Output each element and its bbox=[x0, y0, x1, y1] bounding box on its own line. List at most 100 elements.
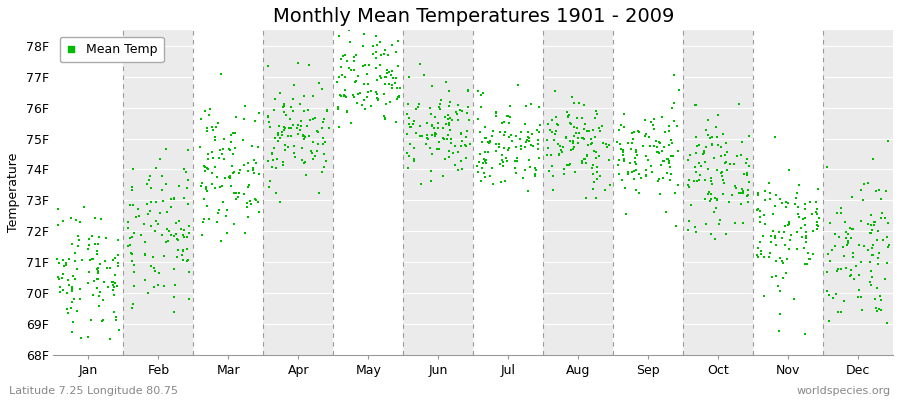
Mean Temp bbox=[471, 88, 485, 94]
Mean Temp bbox=[91, 276, 105, 282]
Mean Temp bbox=[369, 32, 383, 39]
Mean Temp bbox=[286, 108, 301, 114]
Mean Temp bbox=[285, 122, 300, 128]
Mean Temp bbox=[632, 190, 646, 196]
Mean Temp bbox=[766, 228, 780, 234]
Mean Temp bbox=[638, 132, 652, 139]
Mean Temp bbox=[95, 316, 110, 323]
Mean Temp bbox=[638, 167, 652, 173]
Mean Temp bbox=[652, 150, 666, 157]
Mean Temp bbox=[483, 138, 498, 145]
Mean Temp bbox=[369, 89, 383, 96]
Mean Temp bbox=[239, 203, 254, 210]
Mean Temp bbox=[580, 128, 594, 134]
Mean Temp bbox=[176, 166, 191, 172]
Mean Temp bbox=[734, 190, 749, 196]
Mean Temp bbox=[126, 202, 140, 208]
Mean Temp bbox=[620, 171, 634, 177]
Mean Temp bbox=[414, 181, 428, 187]
Mean Temp bbox=[715, 173, 729, 179]
Mean Temp bbox=[521, 188, 535, 194]
Mean Temp bbox=[428, 133, 443, 140]
Mean Temp bbox=[315, 169, 329, 175]
Mean Temp bbox=[740, 172, 754, 179]
Mean Temp bbox=[384, 72, 399, 78]
Mean Temp bbox=[792, 182, 806, 188]
Mean Temp bbox=[407, 145, 421, 152]
Mean Temp bbox=[214, 71, 229, 78]
Mean Temp bbox=[376, 113, 391, 120]
Mean Temp bbox=[374, 75, 388, 82]
Mean Temp bbox=[778, 241, 793, 248]
Mean Temp bbox=[263, 178, 277, 184]
Mean Temp bbox=[373, 39, 387, 45]
Mean Temp bbox=[704, 175, 718, 182]
Mean Temp bbox=[196, 219, 211, 226]
Mean Temp bbox=[95, 318, 110, 324]
Mean Temp bbox=[461, 104, 475, 110]
Mean Temp bbox=[243, 198, 257, 205]
Mean Temp bbox=[276, 104, 291, 110]
Mean Temp bbox=[875, 210, 889, 216]
Bar bbox=[824, 30, 893, 355]
Mean Temp bbox=[559, 135, 573, 142]
Mean Temp bbox=[83, 257, 97, 263]
Mean Temp bbox=[508, 133, 523, 139]
Mean Temp bbox=[438, 114, 453, 120]
Mean Temp bbox=[864, 244, 878, 251]
Mean Temp bbox=[878, 276, 892, 282]
Mean Temp bbox=[667, 100, 681, 106]
Mean Temp bbox=[194, 183, 208, 189]
Mean Temp bbox=[751, 192, 765, 198]
Mean Temp bbox=[261, 62, 275, 69]
Mean Temp bbox=[615, 177, 629, 184]
Mean Temp bbox=[705, 180, 719, 187]
Mean Temp bbox=[94, 216, 108, 222]
Mean Temp bbox=[424, 178, 438, 184]
Mean Temp bbox=[772, 328, 787, 334]
Mean Temp bbox=[766, 211, 780, 217]
Mean Temp bbox=[877, 237, 891, 244]
Mean Temp bbox=[841, 230, 855, 237]
Mean Temp bbox=[587, 147, 601, 154]
Mean Temp bbox=[773, 288, 788, 295]
Mean Temp bbox=[571, 140, 585, 146]
Mean Temp bbox=[561, 113, 575, 120]
Mean Temp bbox=[627, 129, 642, 135]
Mean Temp bbox=[268, 190, 283, 197]
Mean Temp bbox=[796, 244, 811, 251]
Mean Temp bbox=[424, 168, 438, 174]
Mean Temp bbox=[575, 134, 590, 141]
Mean Temp bbox=[431, 138, 446, 145]
Mean Temp bbox=[241, 160, 256, 166]
Mean Temp bbox=[331, 123, 346, 130]
Mean Temp bbox=[838, 219, 852, 225]
Mean Temp bbox=[521, 134, 535, 140]
Mean Temp bbox=[519, 136, 534, 143]
Mean Temp bbox=[212, 207, 227, 214]
Mean Temp bbox=[650, 144, 664, 150]
Mean Temp bbox=[481, 148, 495, 155]
Mean Temp bbox=[873, 293, 887, 300]
Mean Temp bbox=[170, 237, 184, 244]
Mean Temp bbox=[809, 209, 824, 216]
Mean Temp bbox=[707, 194, 722, 201]
Mean Temp bbox=[73, 296, 87, 302]
Mean Temp bbox=[195, 232, 210, 238]
Mean Temp bbox=[202, 112, 216, 118]
Mean Temp bbox=[779, 198, 794, 205]
Mean Temp bbox=[632, 129, 646, 135]
Mean Temp bbox=[425, 151, 439, 157]
Mean Temp bbox=[698, 221, 713, 228]
Bar bbox=[544, 30, 613, 355]
Mean Temp bbox=[155, 173, 169, 180]
Mean Temp bbox=[90, 248, 104, 254]
Mean Temp bbox=[880, 138, 895, 144]
Mean Temp bbox=[428, 131, 443, 138]
Mean Temp bbox=[127, 282, 141, 289]
Mean Temp bbox=[93, 289, 107, 295]
Mean Temp bbox=[713, 217, 727, 224]
Mean Temp bbox=[657, 144, 671, 150]
Mean Temp bbox=[266, 157, 280, 163]
Mean Temp bbox=[563, 120, 578, 127]
